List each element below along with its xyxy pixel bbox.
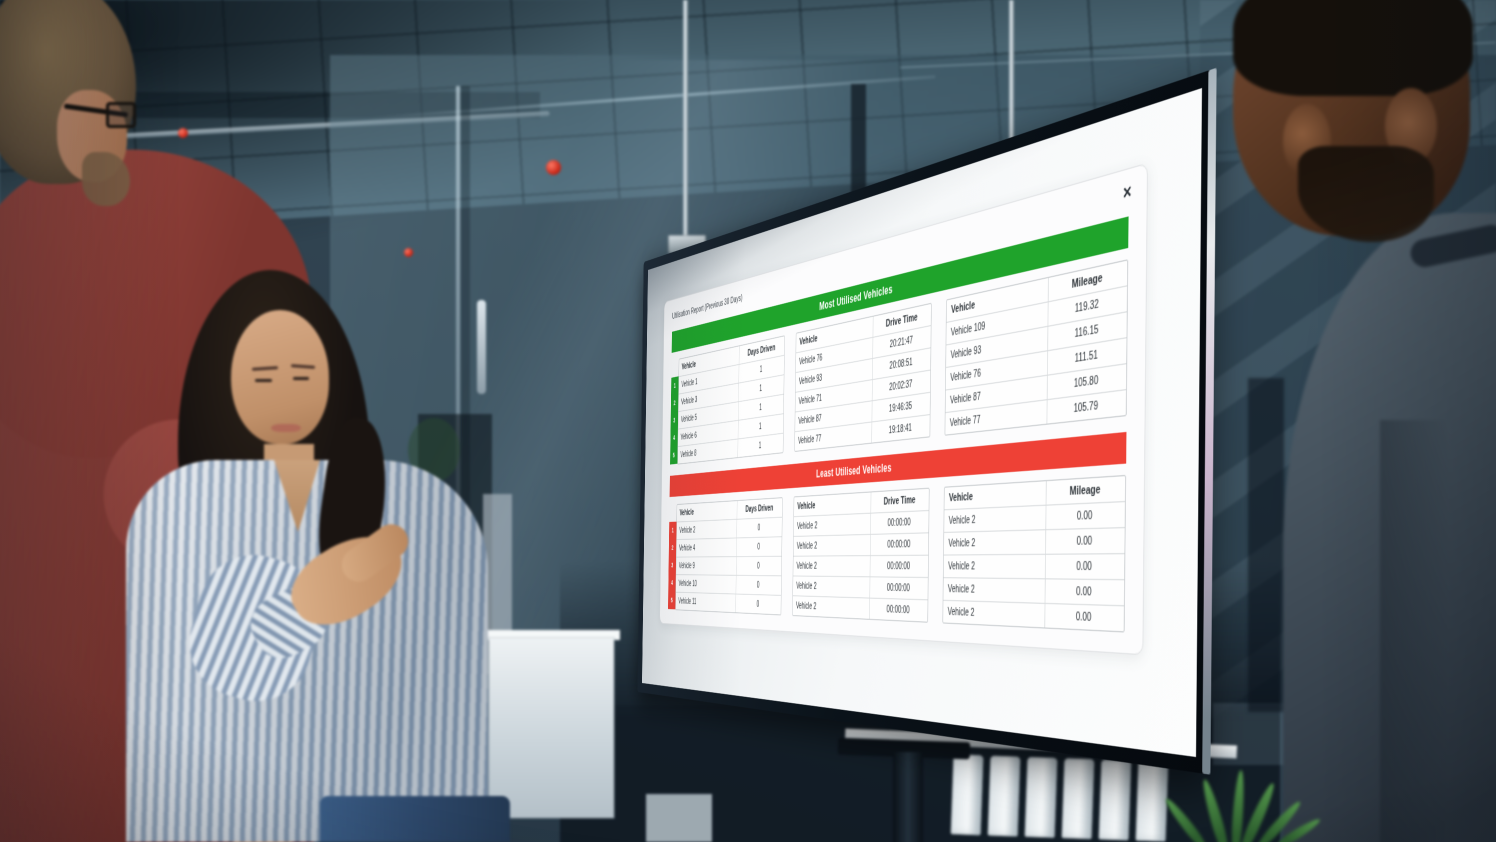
glass-mullion-shadow (461, 86, 470, 672)
eye (293, 377, 309, 380)
glass-mullion (456, 86, 460, 672)
sprinkler-light (546, 160, 561, 175)
plant-leaf (1199, 777, 1232, 842)
plant-leaf (1162, 795, 1210, 842)
hanging-rod (683, 0, 688, 252)
tv-stand-pole (893, 752, 923, 842)
red-indicator-light (404, 248, 413, 257)
red-indicator-light (178, 128, 188, 138)
person-left-beard (82, 152, 130, 206)
lips (271, 424, 301, 432)
dark-glass-frame (1248, 378, 1284, 712)
person-right-sweater-shadow (1380, 420, 1496, 842)
person-right-beard (1298, 146, 1434, 242)
plant-leaf (1230, 769, 1246, 842)
hanging-rod (1009, 0, 1014, 143)
glass-door-handle (477, 300, 486, 394)
cabinet-top (483, 630, 620, 640)
door-frame (851, 84, 866, 216)
eye (255, 379, 272, 382)
person-right-hair (1233, 0, 1473, 96)
person-center-jeans (320, 796, 510, 842)
glasses-lens (106, 102, 136, 128)
person-center-face (231, 310, 329, 444)
light-panel (646, 794, 712, 842)
white-cabinet (489, 638, 614, 818)
